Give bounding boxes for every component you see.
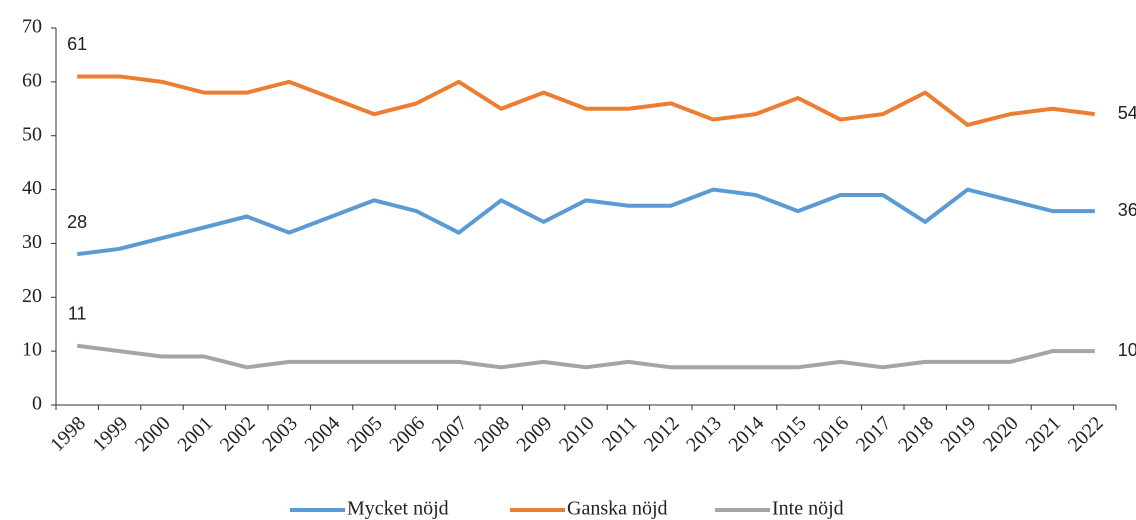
x-tick-label: 2010	[555, 412, 599, 456]
x-tick-label: 2007	[428, 412, 472, 456]
y-tick-label: 40	[22, 177, 42, 199]
x-tick-label: 1999	[89, 412, 133, 456]
x-tick-label: 2013	[682, 412, 726, 456]
x-tick-label: 2019	[937, 412, 981, 456]
x-tick-label: 2002	[216, 412, 260, 456]
x-tick-label: 2018	[894, 412, 938, 456]
data-label: 28	[67, 212, 87, 232]
x-tick-label: 2001	[173, 412, 217, 456]
x-tick-label: 2021	[1021, 412, 1065, 456]
y-tick-label: 20	[22, 285, 42, 307]
x-tick-label: 2012	[640, 412, 684, 456]
y-tick-label: 10	[22, 339, 42, 361]
y-tick-label: 50	[22, 123, 42, 145]
x-tick-label: 2015	[767, 412, 811, 456]
x-tick-label: 2005	[343, 412, 387, 456]
x-tick-label: 2022	[1064, 412, 1108, 456]
data-label: 11	[68, 304, 87, 324]
data-label: 36	[1118, 200, 1136, 220]
legend-label: Inte nöjd	[772, 498, 844, 520]
x-tick-label: 2008	[470, 412, 514, 456]
y-tick-label: 70	[22, 16, 42, 38]
x-tick-label: 2016	[809, 412, 853, 456]
data-label: 61	[67, 34, 87, 54]
legend-label: Mycket nöjd	[347, 498, 449, 520]
x-tick-label: 2011	[598, 412, 641, 455]
x-tick-label: 2004	[301, 412, 345, 456]
x-tick-label: 2017	[852, 412, 896, 456]
x-tick-label: 2009	[513, 412, 557, 456]
data-label: 54	[1118, 103, 1136, 123]
data-label: 10	[1118, 340, 1136, 360]
y-tick-label: 0	[32, 393, 42, 415]
x-tick-label: 2006	[385, 412, 429, 456]
series-line	[76, 343, 1095, 370]
y-tick-label: 30	[22, 231, 42, 253]
y-tick-label: 60	[22, 69, 42, 91]
x-tick-label: 1998	[46, 412, 90, 456]
x-tick-label: 2020	[979, 412, 1023, 456]
series-line	[77, 74, 1096, 127]
x-tick-label: 2000	[131, 412, 175, 456]
series-line	[76, 187, 1095, 257]
legend-label: Ganska nöjd	[567, 498, 668, 520]
x-tick-label: 2014	[725, 412, 769, 456]
x-tick-label: 2003	[258, 412, 302, 456]
